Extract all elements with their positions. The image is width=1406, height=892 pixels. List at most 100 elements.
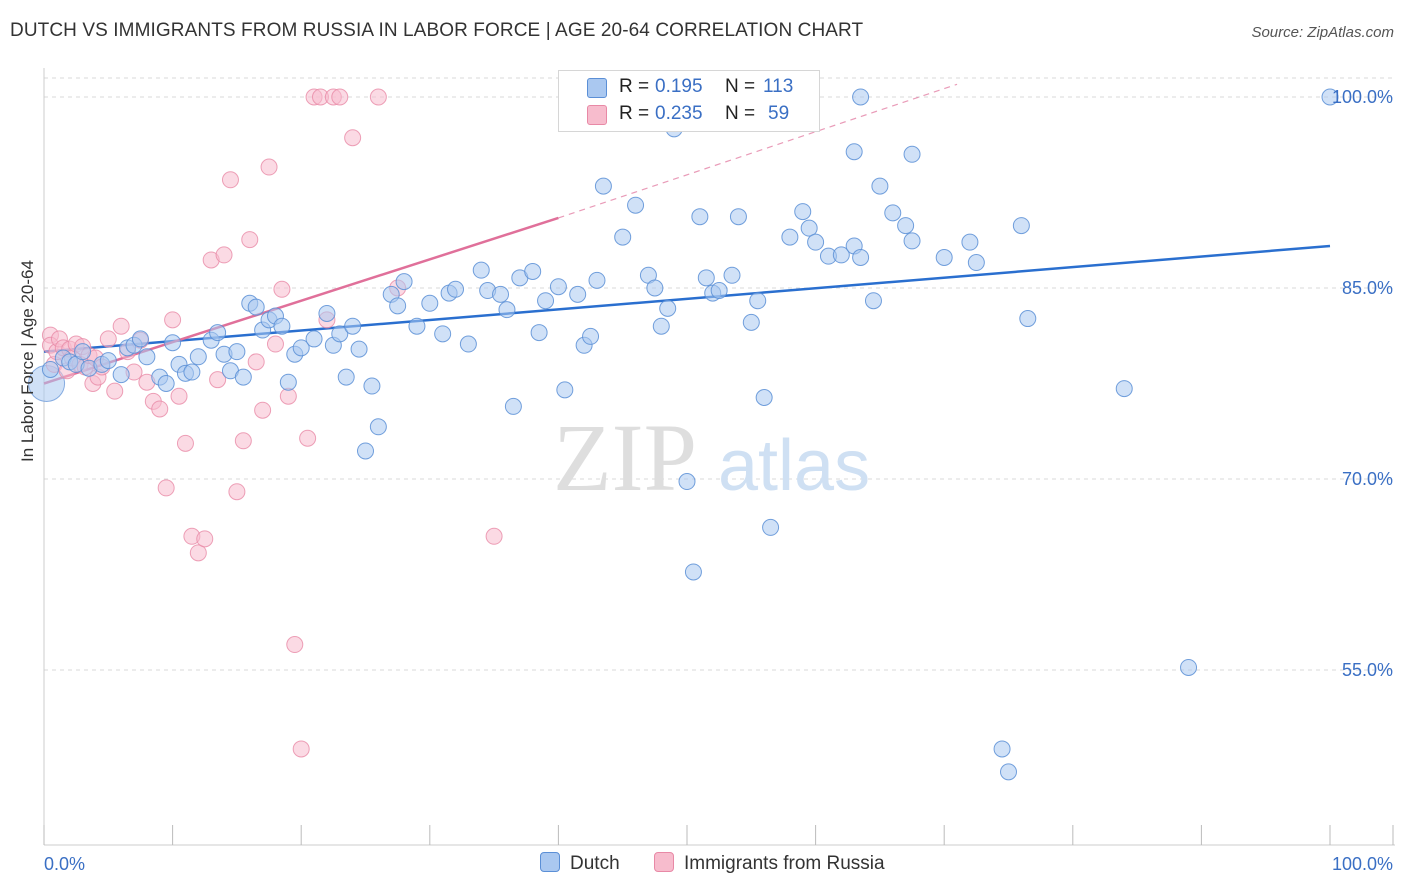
point-dutch [459, 335, 477, 353]
point-dutch [871, 177, 889, 195]
point-dutch [273, 317, 291, 335]
point-dutch [935, 248, 953, 266]
watermark-zip: ZIP [553, 404, 697, 511]
point-dutch [569, 285, 587, 303]
point-russia [221, 171, 239, 189]
point-dutch [781, 228, 799, 246]
watermark-atlas: atlas [718, 426, 870, 506]
point-dutch [659, 299, 677, 317]
point-dutch [157, 375, 175, 392]
source-label: Source: ZipAtlas.com [1251, 24, 1394, 41]
point-dutch [807, 233, 825, 251]
point-russia [99, 330, 117, 348]
point-dutch [138, 348, 156, 366]
point-russia [234, 432, 252, 450]
point-russia [157, 479, 175, 497]
point-russia [292, 740, 310, 758]
point-dutch [389, 297, 407, 315]
point-dutch [556, 381, 574, 399]
point-dutch [164, 334, 182, 352]
point-dutch [903, 145, 921, 163]
point-dutch [627, 196, 645, 214]
point-russia [189, 544, 207, 562]
legend-item-russia[interactable]: Immigrants from Russia [654, 852, 885, 875]
point-dutch [183, 363, 201, 381]
russia-swatch [587, 105, 607, 125]
point-dutch [337, 368, 355, 386]
point-dutch [369, 418, 387, 436]
y-tick-label: 55.0% [1342, 660, 1393, 680]
point-dutch [421, 294, 439, 312]
legend-label-dutch: Dutch [570, 853, 620, 874]
tick-labels: 55.0% 70.0% 85.0% 100.0% 0.0% 100.0% [44, 87, 1393, 874]
point-dutch [832, 246, 850, 264]
point-dutch [247, 298, 265, 316]
r-value: 0.235 [655, 103, 703, 124]
n-value: 59 [768, 103, 790, 124]
point-dutch [131, 330, 149, 348]
point-dutch [852, 248, 870, 266]
point-dutch [903, 232, 921, 250]
point-dutch [492, 285, 510, 303]
y-tick-label: 85.0% [1342, 278, 1393, 298]
point-russia [209, 371, 227, 389]
point-dutch [678, 473, 696, 491]
n-label: N = [725, 76, 756, 97]
point-russia [266, 335, 284, 353]
watermark: ZIP atlas [553, 404, 870, 511]
point-dutch [279, 373, 297, 391]
point-dutch [684, 563, 702, 581]
point-dutch [749, 292, 767, 310]
y-tick-label: 70.0% [1342, 469, 1393, 489]
point-dutch [408, 317, 426, 335]
point-dutch [1000, 763, 1017, 781]
point-dutch [1115, 380, 1133, 398]
dutch-legend-swatch [540, 852, 560, 872]
point-russia [260, 158, 278, 176]
point-dutch [357, 442, 374, 460]
point-dutch [344, 317, 362, 335]
point-dutch [74, 343, 92, 361]
x-tick-label-right: 100.0% [1332, 854, 1393, 874]
point-russia [254, 401, 272, 419]
point-dutch [794, 203, 812, 221]
point-dutch [897, 217, 915, 235]
point-russia [196, 530, 214, 548]
point-dutch [742, 313, 760, 331]
point-dutch [1012, 217, 1030, 235]
point-russia [299, 429, 317, 447]
point-dutch [549, 278, 567, 296]
point-dutch [209, 324, 227, 342]
point-dutch [755, 389, 773, 407]
legend-item-dutch[interactable]: Dutch [540, 852, 620, 875]
point-dutch [691, 208, 709, 226]
point-dutch [234, 368, 252, 386]
point-russia [273, 280, 291, 298]
point-dutch [228, 343, 246, 361]
point-dutch [498, 301, 516, 319]
point-dutch [646, 279, 664, 297]
point-russia [241, 231, 259, 249]
point-russia [170, 387, 188, 405]
point-dutch [967, 254, 985, 272]
point-dutch [993, 740, 1011, 758]
point-russia [112, 317, 130, 335]
point-dutch [845, 143, 863, 161]
point-dutch [723, 266, 741, 284]
trend-line-russia-extension [558, 83, 958, 219]
point-russia [151, 400, 169, 418]
point-dutch [350, 340, 368, 358]
legend-row-russia: R = 0.235 N = 59 [559, 102, 819, 128]
point-russia [247, 353, 265, 371]
correlation-legend: R = 0.195 N = 113 R = 0.235 N = 59 [558, 70, 820, 132]
point-dutch [614, 228, 632, 246]
point-dutch [884, 204, 902, 222]
point-dutch [762, 518, 780, 536]
axes [43, 68, 1395, 846]
point-dutch [305, 330, 323, 348]
x-tick-label-left: 0.0% [44, 854, 85, 874]
point-dutch [961, 233, 979, 251]
r-label: R = [619, 103, 650, 124]
point-dutch [504, 397, 522, 415]
point-russia [228, 483, 246, 501]
